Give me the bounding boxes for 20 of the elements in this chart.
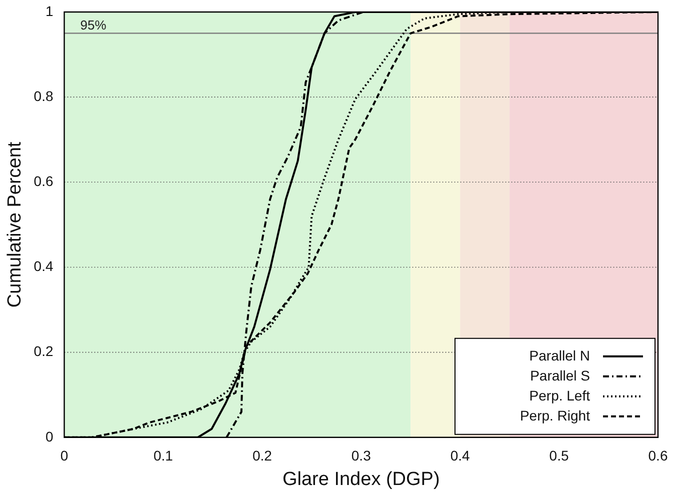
ref-line-label: 95% bbox=[80, 17, 107, 32]
legend-label: Parallel N bbox=[529, 347, 590, 364]
x-tick-label: 0 bbox=[60, 448, 68, 464]
y-axis-title: Cumulative Percent bbox=[4, 141, 26, 308]
x-tick-label: 0.6 bbox=[648, 448, 668, 464]
x-tick-label: 0.4 bbox=[450, 448, 470, 464]
x-tick-label: 0.3 bbox=[351, 448, 372, 464]
x-tick-label: 0.2 bbox=[252, 448, 272, 464]
y-tick-label: 0.8 bbox=[34, 88, 54, 104]
legend-label: Perp. Left bbox=[529, 387, 590, 404]
y-tick-label: 1 bbox=[45, 2, 54, 19]
x-tick-label: 0.1 bbox=[153, 448, 174, 464]
legend-label: Parallel S bbox=[530, 367, 590, 384]
y-tick-label: 0 bbox=[45, 428, 54, 444]
y-tick-label: 0.6 bbox=[34, 173, 54, 190]
y-tick-label: 0.4 bbox=[34, 258, 54, 274]
x-tick-label: 0.5 bbox=[549, 448, 569, 464]
y-tick-label: 0.2 bbox=[34, 343, 54, 360]
legend-label: Perp. Right bbox=[520, 407, 590, 424]
x-axis-title: Glare Index (DGP) bbox=[282, 468, 440, 490]
